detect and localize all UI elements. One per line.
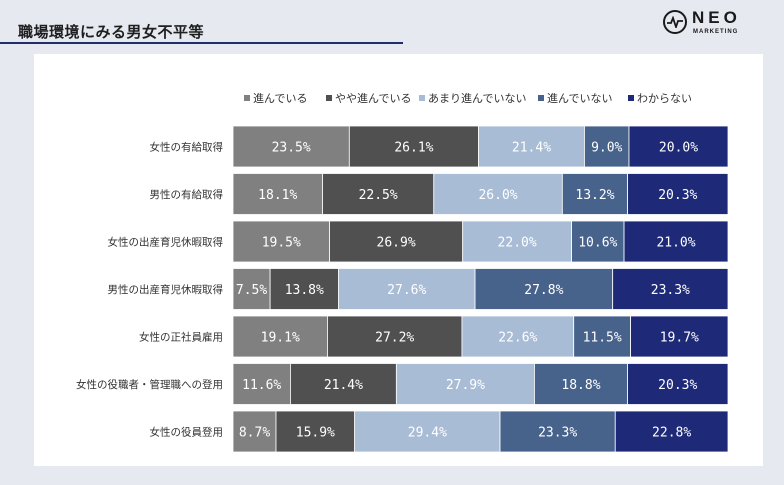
legend-swatch: [326, 95, 332, 101]
legend-label: あまり進んでいない: [428, 92, 526, 105]
data-label: 22.6%: [498, 331, 537, 346]
data-label: 26.9%: [377, 236, 416, 251]
category-label: 女性の出産育児休暇取得: [108, 236, 224, 249]
bar-segment: [232, 268, 271, 310]
legend-label: 進んでいない: [547, 92, 612, 105]
data-label: 27.6%: [387, 283, 426, 298]
bar-segment: [232, 125, 350, 168]
bar-segment: [561, 173, 629, 215]
legend-label: わからない: [637, 92, 692, 105]
bar-segment: [630, 315, 729, 358]
bar-segment: [461, 315, 575, 358]
bar-segment: [627, 173, 729, 215]
legend-label: やや進んでいる: [335, 92, 411, 105]
data-label: 18.1%: [258, 188, 297, 203]
data-label: 19.5%: [262, 236, 301, 251]
data-label: 23.5%: [272, 141, 311, 156]
legend-swatch: [538, 95, 544, 101]
category-label: 女性の正社員雇用: [139, 331, 223, 344]
data-label: 22.0%: [498, 236, 537, 251]
data-label: 10.6%: [578, 236, 617, 251]
data-label: 27.2%: [375, 331, 414, 346]
legend-swatch: [419, 95, 425, 101]
data-label: 20.0%: [659, 141, 698, 156]
data-label: 13.8%: [285, 283, 324, 298]
chart-panel: 進んでいる やや進んでいる あまり進んでいない 進んでいない わからない女性の有給取得 2…: [34, 54, 763, 466]
data-label: 29.4%: [408, 426, 447, 441]
bar-segment: [327, 315, 463, 358]
data-label: 21.0%: [656, 236, 695, 251]
bar-segment: [499, 410, 616, 453]
bar-segment: [348, 125, 479, 168]
pulse-icon: [663, 10, 687, 34]
data-label: 23.3%: [538, 426, 577, 441]
logo-wordmark: NEO: [692, 8, 741, 27]
data-label: 8.7%: [239, 426, 270, 441]
legend-item: やや進んでいる: [326, 92, 411, 105]
category-label: 女性の役員登用: [150, 426, 224, 439]
data-label: 27.9%: [446, 378, 485, 393]
category-label: 女性の役職者・管理職への登用: [76, 378, 223, 391]
legend-swatch: [244, 95, 250, 101]
legend-item: あまり進んでいない: [419, 92, 526, 105]
data-label: 13.2%: [575, 188, 614, 203]
bar-segment: [628, 125, 729, 168]
bar-segment: [534, 363, 628, 405]
legend-label: 進んでいる: [253, 92, 307, 105]
category-label: 女性の有給取得: [150, 141, 224, 154]
bar-segment: [623, 220, 729, 263]
data-label: 20.3%: [658, 188, 697, 203]
data-label: 22.5%: [359, 188, 398, 203]
legend-swatch: [628, 95, 634, 101]
data-label: 23.3%: [651, 283, 690, 298]
bar-segment: [474, 268, 614, 310]
category-label: 男性の出産育児休暇取得: [108, 283, 224, 296]
data-label: 18.8%: [561, 378, 600, 393]
data-label: 7.5%: [236, 283, 267, 298]
data-label: 9.0%: [591, 141, 622, 156]
data-label: 27.8%: [524, 283, 563, 298]
data-label: 22.8%: [652, 426, 691, 441]
bar-segment: [329, 220, 464, 263]
bar-segment: [614, 410, 729, 453]
data-label: 21.4%: [512, 141, 551, 156]
legend-item: 進んでいる: [244, 92, 307, 105]
data-label: 11.5%: [583, 331, 622, 346]
data-label: 20.3%: [658, 378, 697, 393]
legend-item: わからない: [628, 92, 692, 105]
neo-marketing-logo: NEO MARKETING: [663, 8, 743, 39]
bar-segment: [627, 363, 729, 405]
bar-segment: [232, 173, 323, 215]
title-underline: [0, 42, 403, 44]
bar-segment: [395, 363, 535, 405]
data-label: 26.1%: [394, 141, 433, 156]
page-title: 職場環境にみる男女不平等: [18, 23, 205, 41]
bar-segment: [322, 173, 435, 215]
bar-segment: [232, 410, 277, 453]
bar-segment: [232, 315, 328, 358]
data-label: 15.9%: [296, 426, 335, 441]
data-label: 19.1%: [261, 331, 300, 346]
bar-segment: [269, 268, 339, 310]
data-label: 19.7%: [660, 331, 699, 346]
bar-segment: [462, 220, 572, 263]
legend-item: 進んでいない: [538, 92, 612, 105]
category-label: 男性の有給取得: [150, 188, 224, 201]
data-label: 26.0%: [478, 188, 517, 203]
bar-segment: [571, 220, 625, 263]
logo-subtitle: MARKETING: [693, 29, 739, 35]
bar-segment: [433, 173, 563, 215]
bar-segment: [290, 363, 397, 405]
bar-segment: [478, 125, 585, 168]
data-label: 11.6%: [242, 378, 281, 393]
data-label: 21.4%: [324, 378, 363, 393]
bar-segment: [612, 268, 729, 310]
bar-segment: [338, 268, 476, 310]
